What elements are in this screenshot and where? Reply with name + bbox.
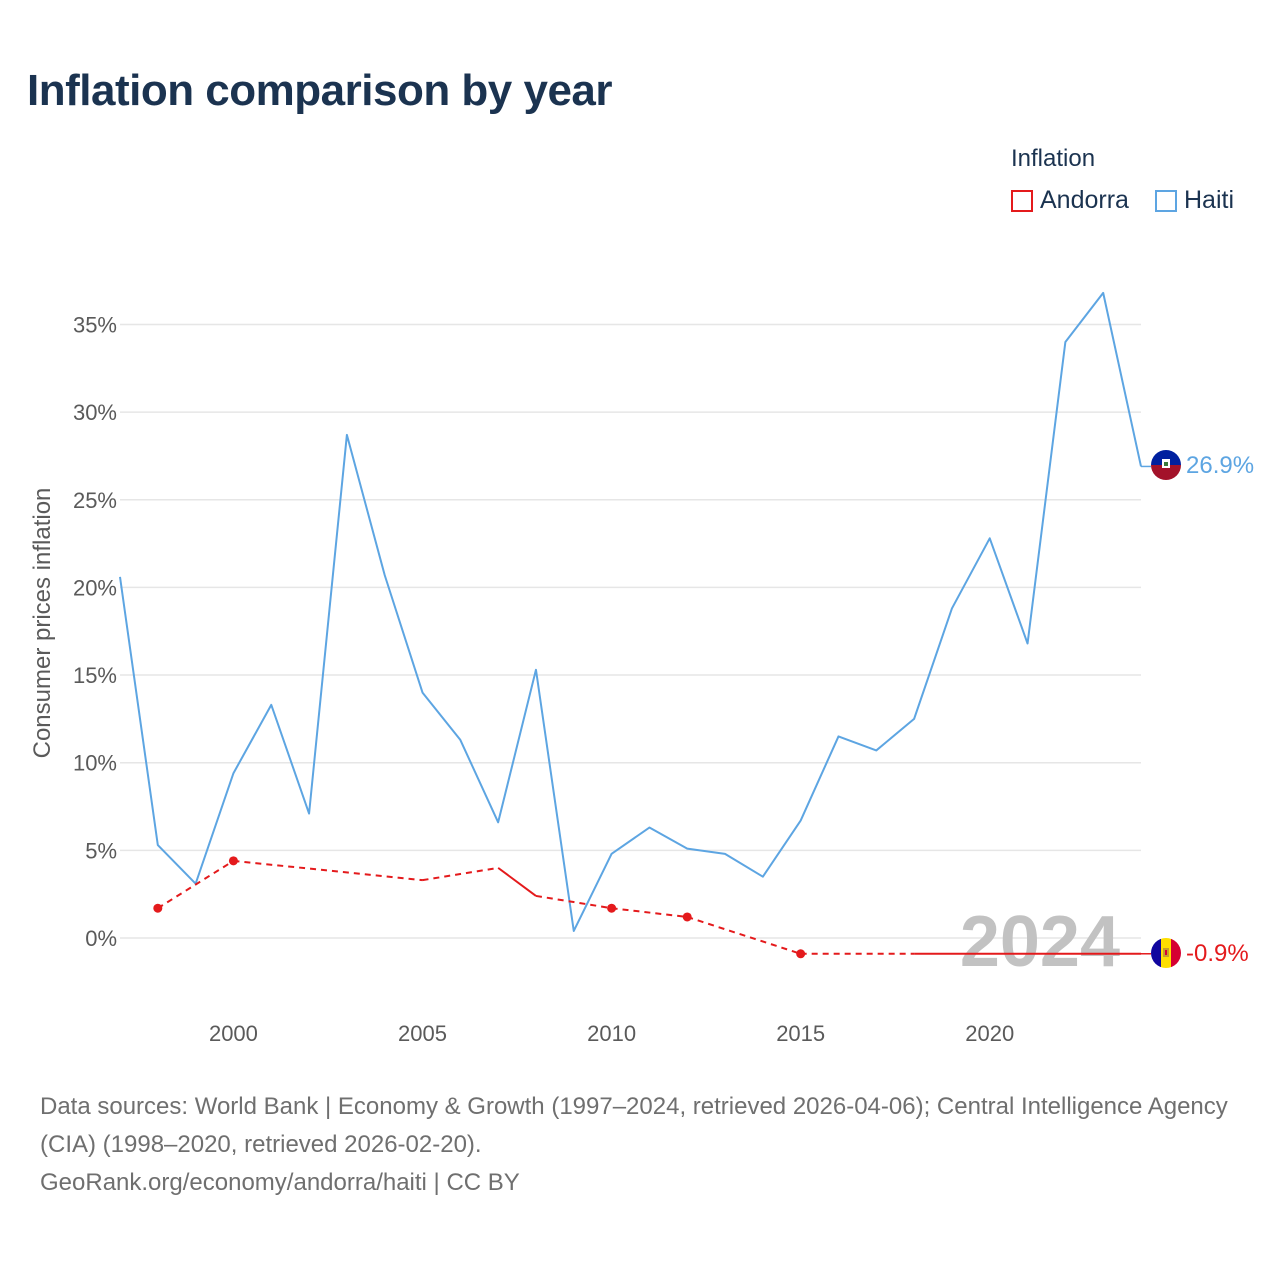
y-tick-label: 15%	[73, 663, 117, 688]
footer: Data sources: World Bank | Economy & Gro…	[40, 1088, 1250, 1202]
series-segment-andorra[interactable]	[535, 894, 612, 910]
y-tick-label: 30%	[73, 400, 117, 425]
series-line-haiti[interactable]	[119, 291, 1142, 932]
series-segment-andorra[interactable]	[422, 866, 499, 882]
andorra-flag-icon	[1151, 938, 1181, 968]
series-segment-andorra[interactable]	[233, 859, 423, 882]
y-tick-label: 35%	[73, 312, 117, 337]
legend-item-andorra[interactable]: Andorra	[1011, 186, 1129, 215]
y-tick-label: 5%	[85, 838, 117, 863]
footer-sources: Data sources: World Bank | Economy & Gro…	[40, 1093, 1228, 1158]
x-tick-label: 2010	[587, 1021, 636, 1046]
series-segment-andorra[interactable]	[611, 907, 688, 918]
y-tick-label: 10%	[73, 751, 117, 776]
haiti-flag-icon	[1151, 450, 1181, 480]
y-tick-label: 0%	[85, 926, 117, 951]
series-segment-andorra[interactable]	[686, 916, 801, 955]
x-axis: 2000 2005 2010 2015 2020	[209, 1021, 1014, 1046]
gridlines	[120, 323, 1141, 939]
series-segment-andorra[interactable]	[497, 867, 537, 897]
data-point-andorra[interactable]	[796, 949, 806, 959]
chart-title: Inflation comparison by year	[27, 66, 613, 115]
year-watermark: 2024	[960, 902, 1120, 982]
y-axis-title: Consumer prices inflation	[29, 488, 56, 759]
legend-swatch-andorra	[1011, 189, 1033, 212]
x-tick-label: 2015	[776, 1021, 825, 1046]
andorra-end-label: -0.9%	[1186, 940, 1249, 967]
x-tick-label: 2020	[965, 1021, 1014, 1046]
x-tick-label: 2000	[209, 1021, 258, 1046]
inflation-line-chart: 0%5%10%15%20%25%30%35% 2000 2005 2010 2015 2…	[29, 291, 1254, 1046]
legend-label-andorra: Andorra	[1040, 186, 1129, 214]
x-tick-label: 2005	[398, 1021, 447, 1046]
data-point-andorra[interactable]	[607, 903, 617, 913]
legend-swatch-haiti	[1155, 189, 1177, 212]
haiti-end-label: 26.9%	[1186, 452, 1254, 479]
y-tick-label: 25%	[73, 488, 117, 513]
y-axis: 0% 5% 10% 15% 20% 25% 30% 35%	[73, 312, 117, 951]
series-lines	[119, 291, 1151, 959]
legend-item-haiti[interactable]: Haiti	[1155, 186, 1234, 215]
data-point-andorra[interactable]	[682, 912, 692, 922]
footer-site[interactable]: GeoRank.org/economy/andorra/haiti | CC B…	[40, 1169, 520, 1196]
data-point-andorra[interactable]	[228, 856, 238, 866]
legend-label-haiti: Haiti	[1184, 186, 1235, 214]
legend-title: Inflation	[1011, 145, 1096, 172]
series-segment-andorra[interactable]	[157, 860, 234, 910]
data-point-andorra[interactable]	[153, 903, 163, 913]
y-tick-label: 20%	[73, 575, 117, 600]
